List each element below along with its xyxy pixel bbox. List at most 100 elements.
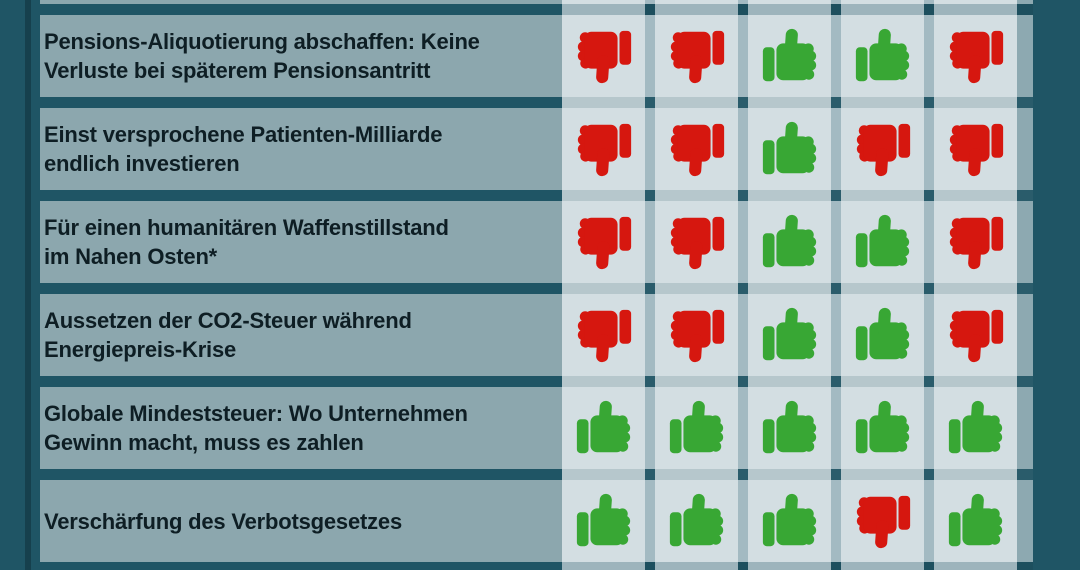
vote-cell xyxy=(748,294,831,376)
grid-bg-cell xyxy=(1017,469,1033,480)
grid-bg-cell xyxy=(1017,387,1033,469)
thumb-down-icon xyxy=(856,495,910,549)
thumb-up-icon xyxy=(576,400,630,454)
grid-bg-cell xyxy=(934,562,1017,570)
grid-bg-cell xyxy=(645,0,655,4)
grid-bg-cell xyxy=(841,469,924,480)
vote-cell xyxy=(655,201,738,283)
topic-line: endlich investieren xyxy=(44,151,240,176)
grid-bg-cell xyxy=(40,0,562,4)
grid-bg-cell xyxy=(562,283,645,294)
grid-bg-cell xyxy=(924,97,934,108)
grid-bg-cell xyxy=(655,0,738,4)
grid-bg-cell xyxy=(924,562,934,570)
thumb-up-icon xyxy=(948,400,1002,454)
grid-bg-cell xyxy=(645,97,655,108)
grid-bg-cell xyxy=(841,283,924,294)
grid-bg-cell xyxy=(645,480,655,562)
thumb-down-icon xyxy=(577,123,631,177)
vote-cell xyxy=(655,15,738,97)
topic-cell: Pensions-Aliquotierung abschaffen: Keine… xyxy=(40,15,562,97)
topic-cell: Einst versprochene Patienten-Milliarde en… xyxy=(40,108,562,190)
grid-bg-cell xyxy=(655,469,738,480)
vote-cell xyxy=(655,480,738,562)
grid-bg-cell xyxy=(562,376,645,387)
grid-bg-cell xyxy=(748,562,831,570)
grid-bg-cell xyxy=(934,0,1017,4)
vote-cell xyxy=(841,294,924,376)
grid-bg-cell xyxy=(562,97,645,108)
thumb-down-icon xyxy=(670,30,724,84)
vote-cell xyxy=(934,15,1017,97)
grid-bg-cell xyxy=(645,562,655,570)
grid-bg-cell xyxy=(831,4,841,15)
grid-bg-cell xyxy=(1017,108,1033,190)
grid-bg-cell xyxy=(562,0,645,4)
grid-bg-cell xyxy=(645,4,655,15)
grid-bg-cell xyxy=(1017,283,1033,294)
grid-bg-cell xyxy=(645,387,655,469)
grid-bg-cell xyxy=(562,4,645,15)
grid-bg-cell xyxy=(645,294,655,376)
grid-bg-cell xyxy=(841,97,924,108)
grid-bg-cell xyxy=(40,4,562,15)
thumb-down-icon xyxy=(577,30,631,84)
grid-bg-cell xyxy=(40,190,562,201)
grid-bg-cell xyxy=(748,97,831,108)
grid-bg-cell xyxy=(831,562,841,570)
vote-cell xyxy=(934,387,1017,469)
grid-bg-cell xyxy=(924,4,934,15)
grid-bg-cell xyxy=(40,376,562,387)
thumb-up-icon xyxy=(855,400,909,454)
topic-line: Gewinn macht, muss es zahlen xyxy=(44,430,364,455)
grid-bg-cell xyxy=(924,480,934,562)
grid-bg-cell xyxy=(924,283,934,294)
grid-bg-cell xyxy=(738,480,748,562)
grid-bg-cell xyxy=(831,480,841,562)
grid-bg-cell xyxy=(934,97,1017,108)
vote-cell xyxy=(655,294,738,376)
thumb-down-icon xyxy=(949,30,1003,84)
grid-bg-cell xyxy=(738,294,748,376)
grid-bg-cell xyxy=(645,15,655,97)
grid-bg-cell xyxy=(1017,562,1033,570)
vote-cell xyxy=(562,15,645,97)
grid-bg-cell xyxy=(934,469,1017,480)
vote-cell xyxy=(748,387,831,469)
grid-bg-cell xyxy=(738,387,748,469)
grid-bg-cell xyxy=(934,283,1017,294)
vote-cell xyxy=(934,201,1017,283)
thumb-down-icon xyxy=(856,123,910,177)
thumb-down-icon xyxy=(949,123,1003,177)
thumb-down-icon xyxy=(949,309,1003,363)
vote-cell xyxy=(562,480,645,562)
grid-bg-cell xyxy=(924,15,934,97)
vote-cell xyxy=(841,480,924,562)
grid-bg-cell xyxy=(831,97,841,108)
thumb-up-icon xyxy=(855,28,909,82)
vote-cell xyxy=(562,108,645,190)
topic-cell: Globale Mindeststeuer: Wo Unternehmen Gew… xyxy=(40,387,562,469)
grid-bg-cell xyxy=(645,376,655,387)
vote-cell xyxy=(841,15,924,97)
grid-bg-cell xyxy=(831,108,841,190)
vote-cell xyxy=(841,201,924,283)
grid-bg-cell xyxy=(738,283,748,294)
thumb-down-icon xyxy=(577,216,631,270)
thumb-up-icon xyxy=(762,121,816,175)
grid-bg-cell xyxy=(924,469,934,480)
vote-cell xyxy=(841,387,924,469)
grid-bg-cell xyxy=(831,294,841,376)
topic-cell: Aussetzen der CO2-Steuer während Energiep… xyxy=(40,294,562,376)
grid-bg-cell xyxy=(655,97,738,108)
grid-bg-cell xyxy=(738,15,748,97)
thumb-down-icon xyxy=(949,216,1003,270)
grid-bg-cell xyxy=(934,190,1017,201)
grid-bg-cell xyxy=(924,376,934,387)
topic-line: Verschärfung des Verbotsgesetzes xyxy=(44,508,402,534)
vote-cell xyxy=(748,480,831,562)
grid-bg-cell xyxy=(645,108,655,190)
grid-bg-cell xyxy=(841,562,924,570)
grid-bg-cell xyxy=(748,376,831,387)
